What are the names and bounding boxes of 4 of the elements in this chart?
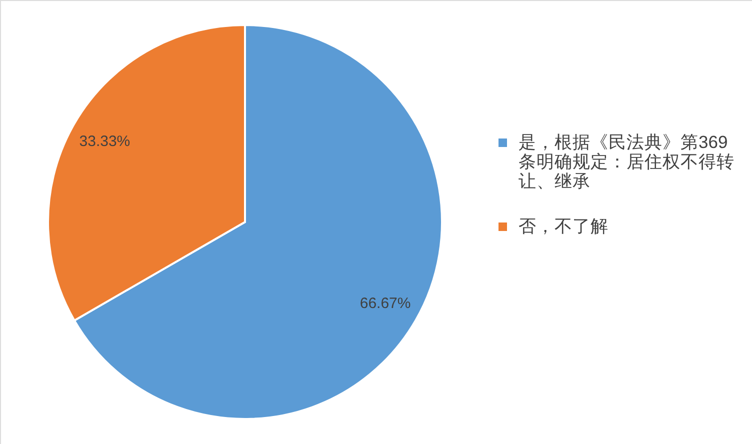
legend-label: 是，根据《民法典》第369条明确规定：居住权不得转让、继承 [518,132,734,191]
legend-label: 否，不了解 [518,216,608,236]
data-label: 66.67% [360,295,411,312]
data-label: 33.33% [79,132,130,150]
